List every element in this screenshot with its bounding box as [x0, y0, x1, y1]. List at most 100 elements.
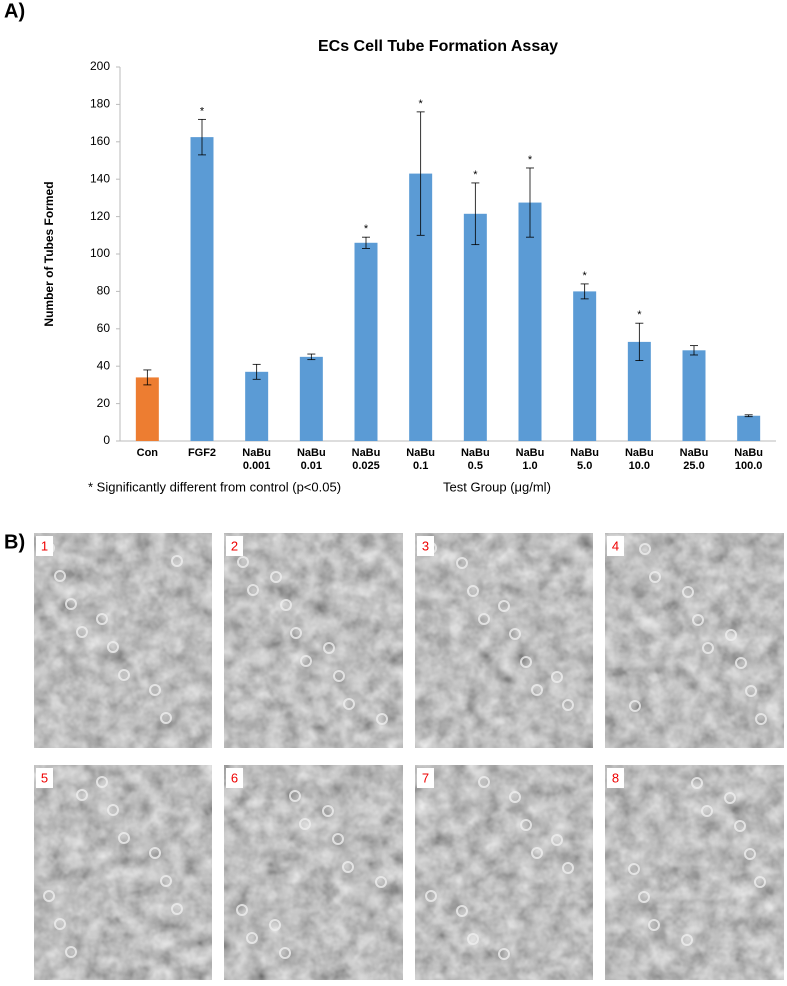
- cell: [520, 656, 532, 668]
- x-tick-label: NaBu 25.0: [680, 447, 709, 472]
- cell: [649, 571, 661, 583]
- significance-marker: *: [419, 98, 424, 110]
- micrograph-texture: [224, 533, 403, 748]
- cell: [691, 777, 703, 789]
- cell: [280, 599, 292, 611]
- bar: [682, 350, 706, 441]
- bar: [463, 213, 487, 441]
- label-box: [607, 768, 624, 788]
- cell: [509, 791, 521, 803]
- label-box: [417, 536, 434, 556]
- significance-marker: *: [200, 105, 205, 117]
- cell: [744, 848, 756, 860]
- chart-title: ECs Cell Tube Formation Assay: [318, 38, 558, 55]
- micrograph-label: 3: [422, 538, 429, 553]
- cell: [107, 804, 119, 816]
- cell: [76, 626, 88, 638]
- bar: [737, 415, 761, 441]
- cell: [639, 543, 651, 555]
- y-tick-label: 40: [97, 358, 111, 372]
- cell: [725, 629, 737, 641]
- bar: [245, 371, 269, 441]
- y-tick-label: 0: [103, 433, 110, 447]
- cell: [54, 918, 66, 930]
- cell: [478, 613, 490, 625]
- cell: [149, 847, 161, 859]
- cell: [682, 586, 694, 598]
- error-bar: [252, 363, 261, 380]
- cell: [734, 820, 746, 832]
- cell: [702, 642, 714, 654]
- cell: [43, 890, 55, 902]
- cell: [628, 863, 640, 875]
- cell: [160, 875, 172, 887]
- micrograph-label: 1: [41, 538, 48, 553]
- y-tick-label: 180: [90, 97, 110, 111]
- error-bar: [744, 414, 753, 418]
- cell: [648, 919, 660, 931]
- cell: [754, 876, 766, 888]
- error-bar: [635, 322, 644, 361]
- cell: [342, 861, 354, 873]
- label-box: [36, 536, 53, 556]
- significance-marker: *: [528, 154, 533, 166]
- cell: [269, 919, 281, 931]
- error-bar: [143, 369, 152, 386]
- cell: [279, 947, 291, 959]
- bar: [190, 137, 214, 441]
- cell: [551, 671, 563, 683]
- error-bar: [690, 345, 698, 356]
- bar: [518, 202, 542, 441]
- cell: [65, 946, 77, 958]
- label-box: [417, 768, 434, 788]
- cell: [118, 832, 130, 844]
- significance-marker: *: [364, 223, 369, 235]
- x-tick-label: NaBu 100.0: [734, 447, 763, 472]
- micrograph-texture: [415, 765, 593, 980]
- error-bar: [526, 167, 534, 238]
- cell: [96, 776, 108, 788]
- cell: [425, 890, 437, 902]
- x-tick-label: NaBu 5.0: [570, 447, 599, 472]
- cell: [118, 669, 130, 681]
- label-box: [607, 536, 624, 556]
- cell: [467, 933, 479, 945]
- y-tick-label: 200: [90, 59, 110, 73]
- cell: [171, 555, 183, 567]
- cell: [375, 876, 387, 888]
- cell: [343, 698, 355, 710]
- cell: [456, 557, 468, 569]
- cell: [160, 712, 172, 724]
- error-bar: [198, 118, 206, 156]
- error-bar: [362, 236, 370, 249]
- x-tick-label: NaBu 1.0: [516, 447, 545, 472]
- cell: [171, 903, 183, 915]
- y-tick-label: 20: [97, 396, 111, 410]
- micrograph-texture: [605, 765, 784, 980]
- y-tick-label: 160: [90, 134, 110, 148]
- micrograph-label: 7: [422, 770, 429, 785]
- cell: [149, 684, 161, 696]
- cell: [531, 847, 543, 859]
- micrograph-label: 5: [41, 770, 48, 785]
- cell: [270, 571, 282, 583]
- y-tick-label: 120: [90, 209, 110, 223]
- micrograph-texture: [415, 533, 593, 748]
- cell: [692, 614, 704, 626]
- x-tick-label: NaBu 0.001: [242, 447, 271, 472]
- micrograph-label: 8: [612, 770, 619, 785]
- cell: [681, 934, 693, 946]
- cell: [551, 834, 563, 846]
- cell: [456, 905, 468, 917]
- panel-label: B): [4, 531, 25, 553]
- footnote: * Significantly different from control (…: [88, 479, 341, 494]
- cell: [237, 556, 249, 568]
- error-bar: [580, 283, 589, 300]
- cell: [478, 776, 490, 788]
- micrograph-label: 2: [231, 538, 238, 553]
- label-box: [226, 768, 243, 788]
- cell: [332, 833, 344, 845]
- bar: [299, 356, 323, 441]
- x-tick-label: NaBu 0.01: [297, 447, 326, 472]
- x-axis-label: Test Group (μg/ml): [443, 479, 551, 494]
